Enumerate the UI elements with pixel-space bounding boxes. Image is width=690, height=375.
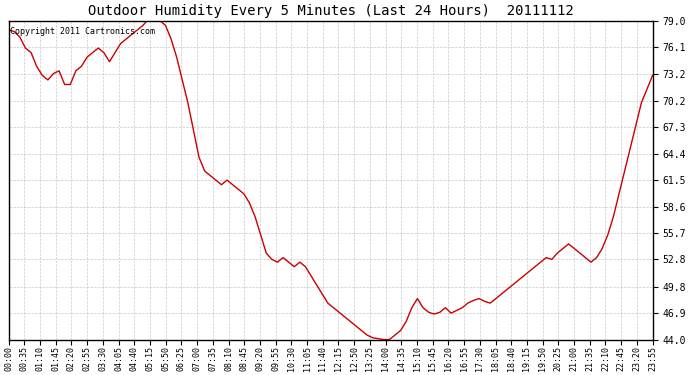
Title: Outdoor Humidity Every 5 Minutes (Last 24 Hours)  20111112: Outdoor Humidity Every 5 Minutes (Last 2… <box>88 4 573 18</box>
Text: Copyright 2011 Cartronics.com: Copyright 2011 Cartronics.com <box>10 27 155 36</box>
